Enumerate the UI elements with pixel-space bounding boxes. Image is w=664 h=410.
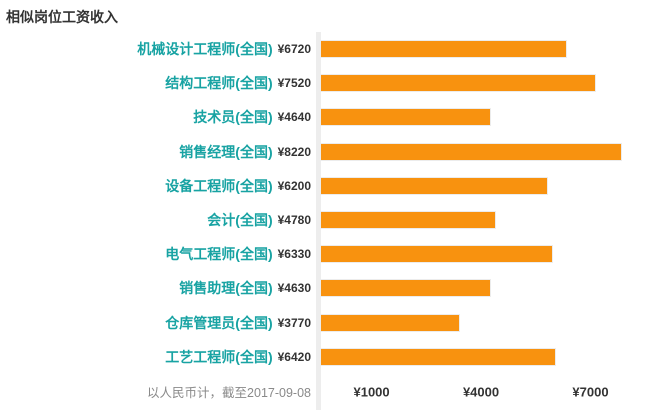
- salary-value: ¥8220: [277, 144, 311, 159]
- row-label-cell: 设备工程师(全国) ¥6200: [0, 169, 316, 203]
- job-title-link[interactable]: 机械设计工程师(全国): [137, 41, 273, 58]
- job-title-link[interactable]: 结构工程师(全国): [165, 75, 273, 92]
- row-bar-cell: [316, 202, 664, 238]
- chart-row: 设备工程师(全国) ¥6200: [0, 168, 664, 203]
- row-bar-cell: [316, 339, 664, 374]
- salary-value: ¥6330: [277, 247, 311, 262]
- chart-footer: 以人民币计，截至2017-09-08 ¥1000 ¥4000 ¥7000: [0, 373, 664, 410]
- job-title-link[interactable]: 技术员(全国): [193, 109, 273, 126]
- job-title-link[interactable]: 工艺工程师(全国): [165, 348, 273, 365]
- chart-row: 电气工程师(全国) ¥6330: [0, 237, 664, 272]
- x-axis: ¥1000 ¥4000 ¥7000: [316, 373, 664, 410]
- chart-row: 销售助理(全国) ¥4630: [0, 271, 664, 306]
- x-axis-tick-label: ¥4000: [462, 384, 500, 400]
- salary-value: ¥4780: [277, 213, 311, 228]
- job-title-link[interactable]: 设备工程师(全国): [165, 177, 273, 194]
- x-axis-tick-label: ¥7000: [572, 384, 609, 400]
- chart-row: 机械设计工程师(全国) ¥6720: [0, 32, 664, 67]
- salary-bar: [321, 348, 556, 365]
- chart-row: 技术员(全国) ¥4640: [0, 100, 664, 135]
- row-label-cell: 电气工程师(全国) ¥6330: [0, 237, 316, 271]
- row-label-cell: 销售助理(全国) ¥4630: [0, 271, 316, 305]
- row-bar-cell: [316, 305, 664, 340]
- salary-bar: [321, 246, 552, 263]
- row-label-cell: 仓库管理员(全国) ¥3770: [0, 306, 316, 340]
- salary-bar: [321, 41, 567, 58]
- chart-row: 结构工程师(全国) ¥7520: [0, 66, 664, 101]
- row-label-cell: 销售经理(全国) ¥8220: [0, 135, 316, 169]
- salary-bar: [321, 280, 490, 297]
- salary-value: ¥6720: [277, 42, 311, 57]
- salary-value: ¥6420: [277, 349, 311, 364]
- salary-bar: [321, 143, 621, 160]
- salary-value: ¥4630: [277, 281, 311, 296]
- salary-value: ¥6200: [277, 178, 311, 193]
- row-label-cell: 会计(全国) ¥4780: [0, 203, 316, 237]
- footer-note-cell: 以人民币计，截至2017-09-08: [0, 374, 316, 410]
- row-bar-cell: [316, 134, 664, 169]
- chart-row: 销售经理(全国) ¥8220: [0, 134, 664, 169]
- job-title-link[interactable]: 电气工程师(全国): [165, 246, 273, 263]
- job-title-link[interactable]: 销售经理(全国): [179, 143, 273, 160]
- salary-value: ¥4640: [277, 110, 311, 125]
- chart-note: 以人民币计，截至2017-09-08: [147, 386, 311, 401]
- job-title-link[interactable]: 销售助理(全国): [179, 280, 273, 297]
- salary-bar: [321, 177, 548, 194]
- row-bar-cell: [316, 237, 664, 272]
- bar-chart: 机械设计工程师(全国) ¥6720 结构工程师(全国) ¥7520 技术员(全国…: [0, 32, 664, 410]
- row-bar-cell: [316, 66, 664, 101]
- job-title-link[interactable]: 会计(全国): [207, 212, 273, 229]
- salary-value: ¥7520: [277, 76, 311, 91]
- row-bar-cell: [316, 100, 664, 135]
- salary-bar: [321, 109, 491, 126]
- row-bar-cell: [316, 32, 664, 67]
- chart-row: 仓库管理员(全国) ¥3770: [0, 305, 664, 340]
- row-bar-cell: [316, 168, 664, 203]
- row-label-cell: 技术员(全国) ¥4640: [0, 100, 316, 134]
- row-bar-cell: [316, 271, 664, 306]
- bar-chart-rows: 机械设计工程师(全国) ¥6720 结构工程师(全国) ¥7520 技术员(全国…: [0, 32, 664, 374]
- row-label-cell: 机械设计工程师(全国) ¥6720: [0, 32, 316, 66]
- chart-row: 会计(全国) ¥4780: [0, 202, 664, 238]
- salary-bar: [321, 212, 496, 229]
- chart-row: 工艺工程师(全国) ¥6420: [0, 339, 664, 374]
- page-title: 相似岗位工资收入: [6, 9, 118, 25]
- x-axis-tick-label: ¥1000: [353, 384, 390, 400]
- job-title-link[interactable]: 仓库管理员(全国): [165, 314, 273, 331]
- salary-value: ¥3770: [277, 315, 311, 330]
- row-label-cell: 工艺工程师(全国) ¥6420: [0, 340, 316, 374]
- salary-bar: [321, 314, 459, 331]
- salary-bar: [321, 75, 596, 92]
- row-label-cell: 结构工程师(全国) ¥7520: [0, 66, 316, 100]
